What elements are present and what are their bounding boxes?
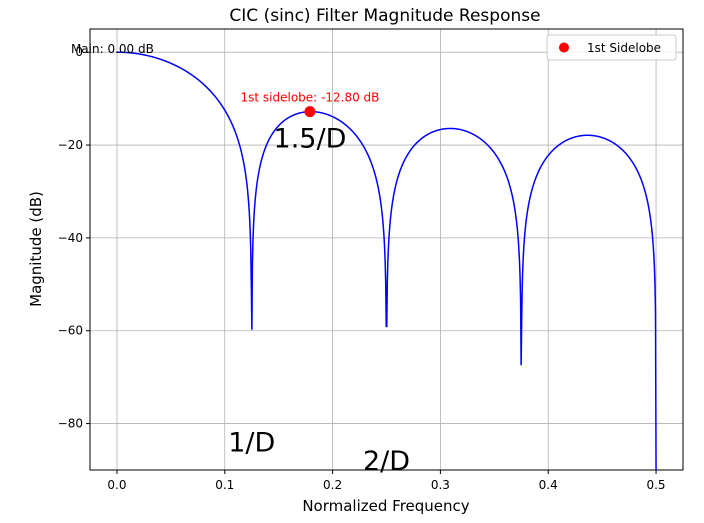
- y-axis-label: Magnitude (dB): [27, 191, 45, 307]
- y-axis-ticks: −80 −60 −40 −20 0: [58, 45, 90, 431]
- annotation-sidelobe: 1st sidelobe: -12.80 dB: [241, 91, 380, 105]
- x-axis-ticks: 0.0 0.1 0.2 0.3 0.4 0.5: [107, 470, 666, 492]
- x-tick-label-0: 0.0: [107, 478, 126, 492]
- x-tick-label-4: 0.4: [539, 478, 558, 492]
- legend: 1st Sidelobe: [546, 34, 677, 61]
- y-tick-label-1: −60: [58, 324, 83, 338]
- annotation-main: Main: 0.00 dB: [71, 42, 154, 56]
- chart-title: CIC (sinc) Filter Magnitude Response: [229, 6, 540, 26]
- y-tick-label-0: −80: [58, 417, 83, 431]
- annotation-2-over-d: 2/D: [363, 446, 410, 477]
- annotation-1-over-d: 1/D: [228, 427, 275, 458]
- legend-box: [546, 34, 677, 61]
- x-tick-label-3: 0.3: [431, 478, 450, 492]
- legend-label: 1st Sidelobe: [587, 41, 661, 55]
- x-tick-label-2: 0.2: [323, 478, 342, 492]
- y-tick-label-3: −20: [58, 138, 83, 152]
- annotation-1-5-over-d: 1.5/D: [274, 123, 347, 154]
- grid-lines: [90, 29, 683, 470]
- sidelobe-marker: [304, 106, 316, 118]
- legend-marker: [559, 42, 569, 53]
- x-tick-label-1: 0.1: [215, 478, 234, 492]
- y-tick-label-2: −40: [58, 231, 83, 245]
- plot-area-frame: [89, 28, 684, 471]
- magnitude-response-line: [116, 51, 657, 471]
- x-tick-label-5: 0.5: [646, 478, 665, 492]
- x-axis-label: Normalized Frequency: [302, 497, 469, 515]
- y-tick-label-4: 0: [75, 45, 83, 59]
